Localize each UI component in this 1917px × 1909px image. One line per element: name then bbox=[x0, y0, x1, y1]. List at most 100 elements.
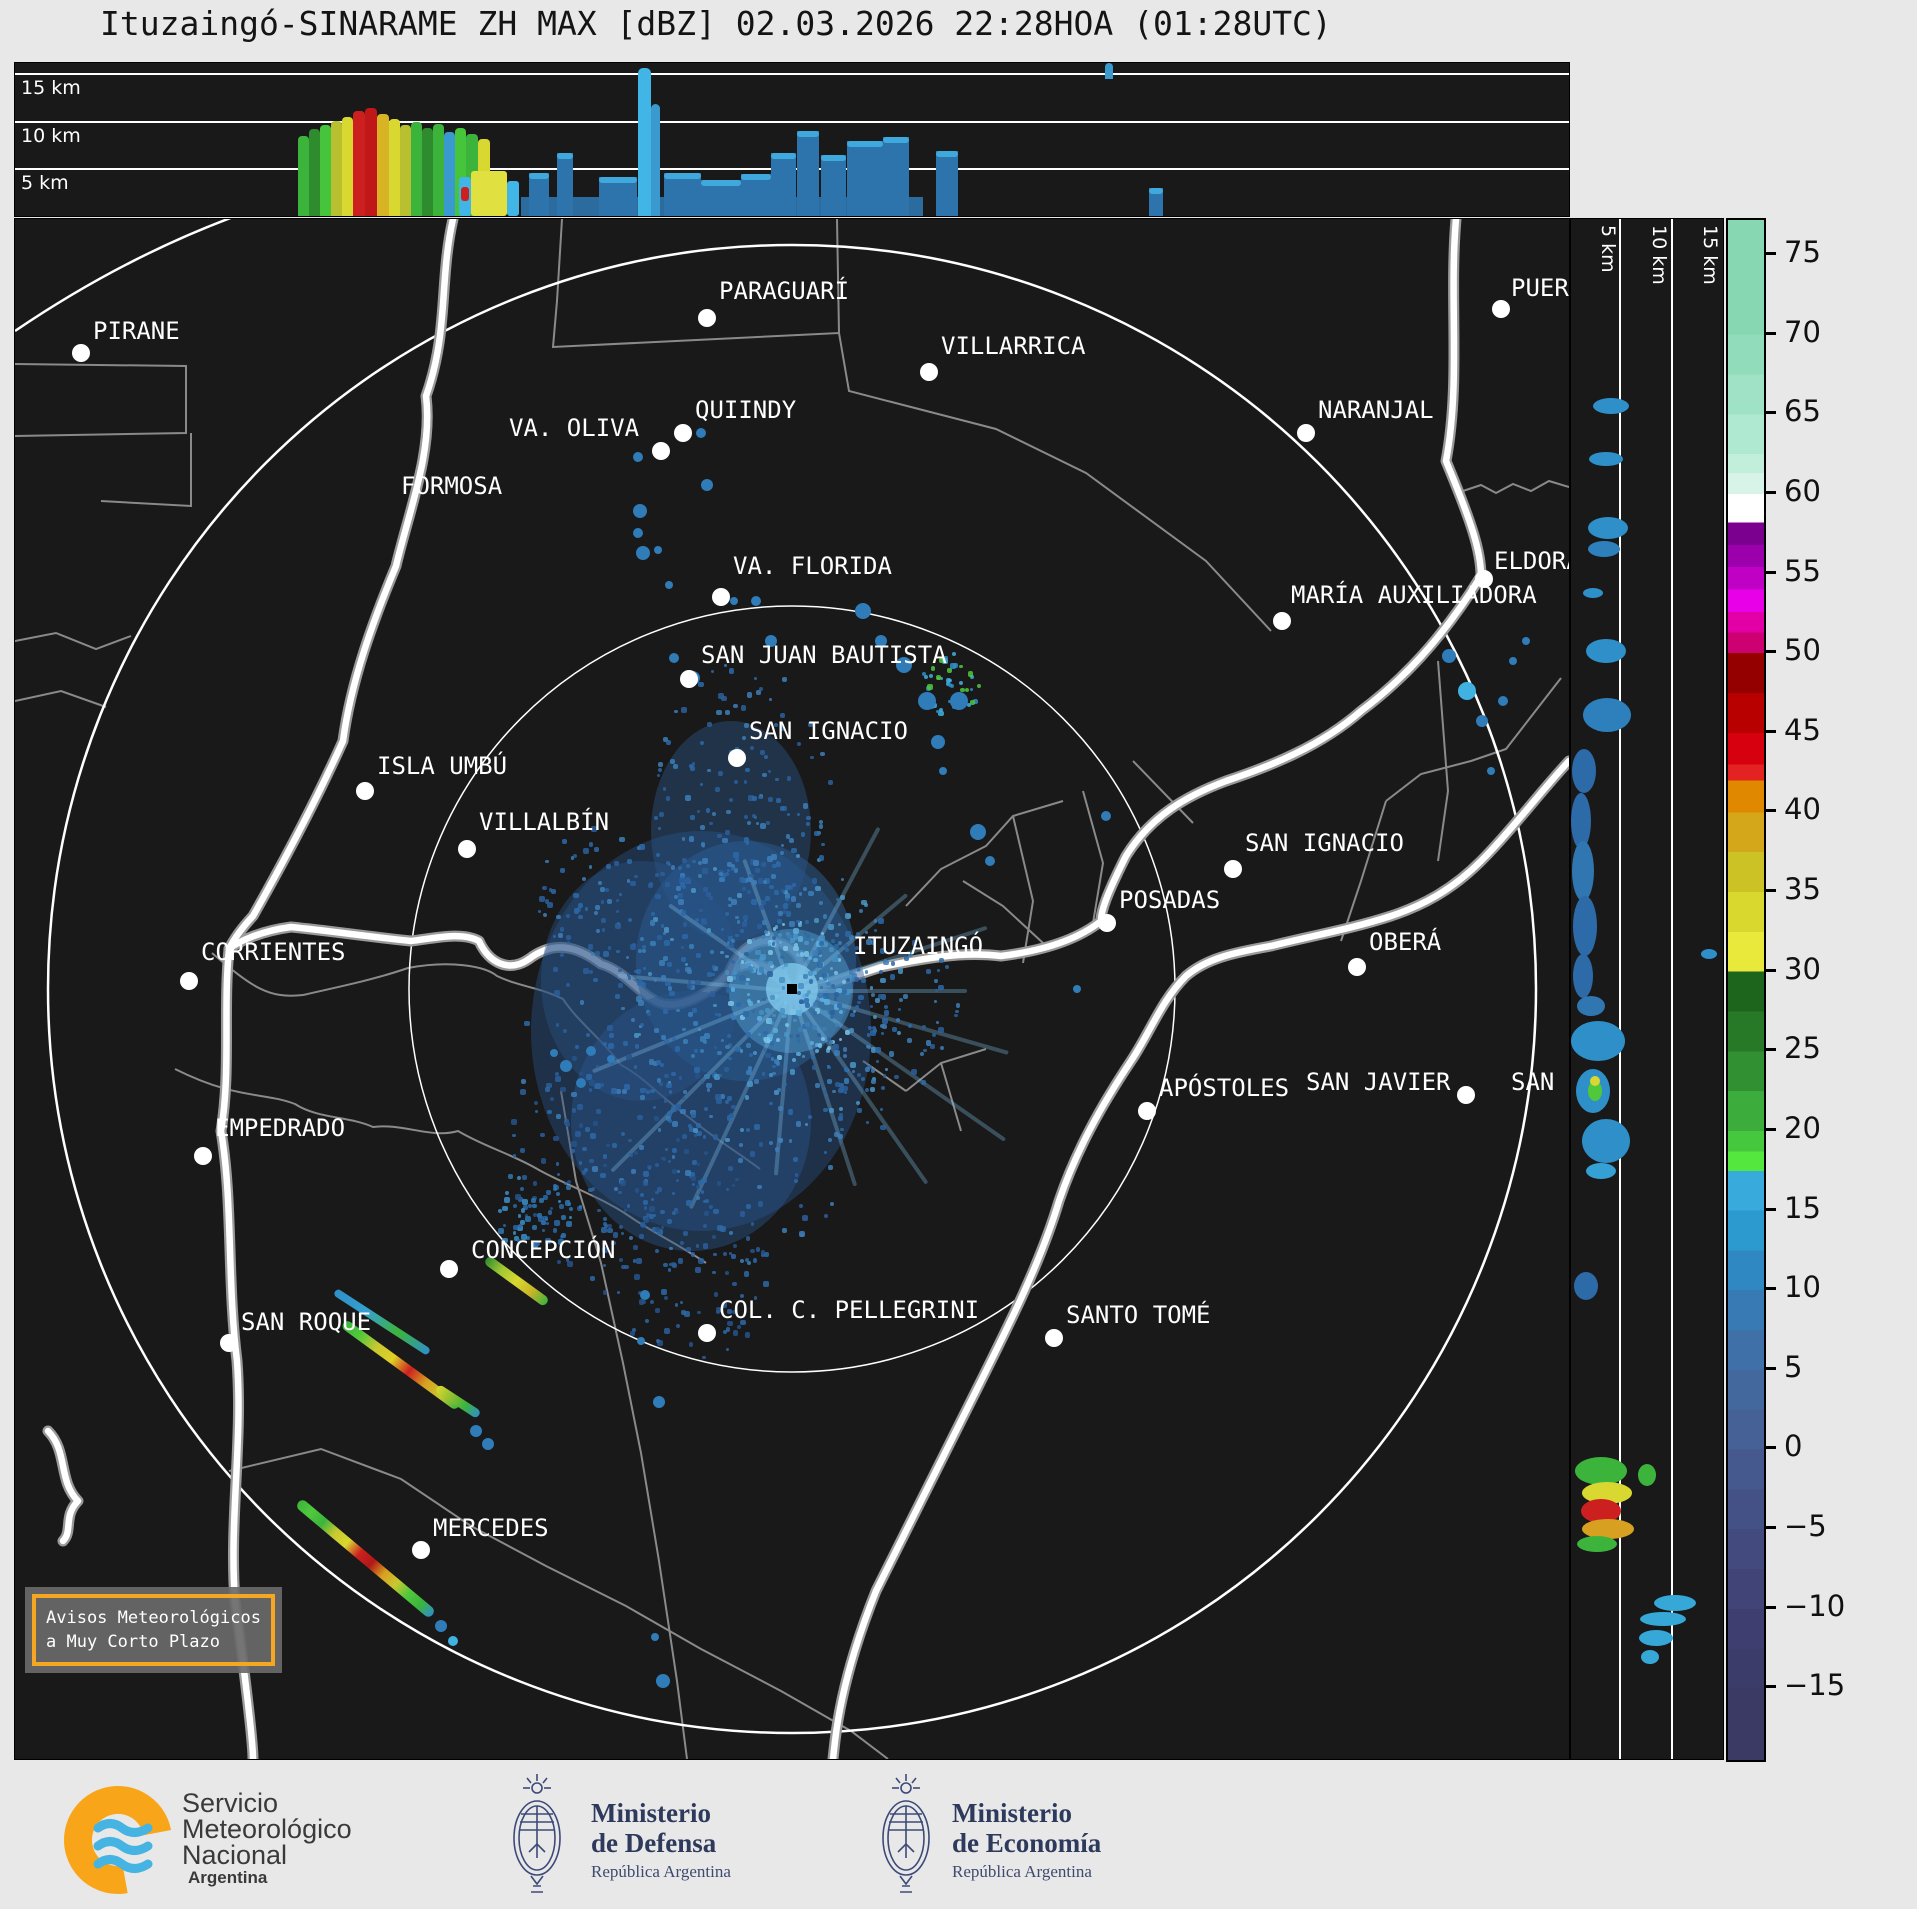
echo-speckle bbox=[880, 1031, 884, 1035]
echo-speckle bbox=[695, 1122, 701, 1128]
city-label: VA. FLORIDA bbox=[733, 552, 892, 580]
echo-cell bbox=[669, 653, 679, 663]
echo-speckle bbox=[727, 1320, 734, 1327]
echo-speckle bbox=[781, 888, 786, 893]
echo-speckle bbox=[842, 1086, 848, 1091]
echo-speckle bbox=[757, 1184, 762, 1190]
echo-speckle bbox=[777, 1088, 782, 1093]
echo-speckle bbox=[802, 803, 809, 809]
echo-speckle bbox=[728, 897, 732, 901]
echo-speckle bbox=[607, 1025, 613, 1031]
echo-band-seg bbox=[797, 131, 819, 216]
echo-speckle bbox=[818, 941, 825, 947]
echo-column bbox=[298, 136, 309, 216]
echo-speckle bbox=[611, 1142, 617, 1148]
echo-speckle bbox=[590, 1132, 597, 1139]
echo-speckle bbox=[744, 767, 750, 773]
echo-speckle bbox=[728, 798, 734, 803]
echo-speckle bbox=[523, 1204, 529, 1210]
echo-speckle bbox=[517, 1176, 522, 1181]
echo-speckle bbox=[855, 1100, 860, 1106]
echo-speckle bbox=[802, 993, 807, 998]
echo-cell bbox=[701, 479, 713, 491]
echo-speckle bbox=[573, 892, 579, 899]
echo-speckle bbox=[685, 1170, 691, 1176]
city-label: EMPEDRADO bbox=[215, 1114, 346, 1142]
echo-cell bbox=[656, 1674, 670, 1688]
echo-speckle bbox=[808, 956, 813, 960]
xsec-echo-blob bbox=[1590, 1076, 1600, 1086]
echo-speckle bbox=[726, 1033, 731, 1038]
echo-speckle bbox=[922, 672, 926, 677]
echo-speckle bbox=[727, 1165, 733, 1171]
echo-speckle bbox=[589, 1088, 593, 1092]
echo-speckle bbox=[827, 1046, 831, 1050]
echo-speckle bbox=[638, 949, 642, 953]
echo-speckle bbox=[571, 1141, 577, 1147]
echo-speckle bbox=[661, 1035, 666, 1040]
echo-speckle bbox=[733, 703, 738, 709]
echo-speckle bbox=[556, 914, 561, 920]
echo-speckle bbox=[763, 1251, 769, 1257]
echo-speckle bbox=[865, 970, 869, 974]
echo-speckle bbox=[566, 1179, 571, 1185]
echo-speckle bbox=[811, 878, 818, 884]
echo-speckle bbox=[560, 953, 565, 958]
echo-speckle bbox=[660, 1156, 665, 1161]
echo-speckle bbox=[763, 1047, 767, 1052]
echo-speckle bbox=[821, 1086, 826, 1091]
echo-speckle bbox=[600, 1083, 604, 1087]
echo-speckle bbox=[647, 1166, 652, 1170]
echo-speckle bbox=[723, 1251, 728, 1256]
avisos-box[interactable]: Avisos Meteorológicos a Muy Corto Plazo bbox=[25, 1587, 282, 1673]
xsec-echo-blob bbox=[1573, 954, 1593, 998]
echo-speckle bbox=[730, 864, 736, 869]
echo-speckle bbox=[673, 894, 679, 900]
echo-speckle bbox=[538, 1216, 544, 1223]
echo-speckle bbox=[512, 1231, 516, 1235]
echo-speckle bbox=[864, 903, 868, 907]
echo-band-seg bbox=[599, 177, 637, 216]
echo-speckle bbox=[681, 1133, 687, 1139]
echo-extra bbox=[507, 181, 519, 216]
echo-cell bbox=[607, 1055, 615, 1063]
echo-speckle bbox=[947, 668, 952, 673]
echo-speckle bbox=[799, 952, 804, 957]
xsec-echo-blob bbox=[1582, 1119, 1630, 1163]
echo-speckle bbox=[694, 1073, 701, 1079]
echo-speckle bbox=[680, 872, 686, 878]
echo-speckle bbox=[791, 882, 797, 888]
echo-speckle bbox=[726, 809, 731, 814]
echo-speckle bbox=[786, 911, 792, 917]
echo-speckle bbox=[582, 1146, 587, 1152]
echo-speckle bbox=[709, 821, 713, 825]
altitude-label: 5 km bbox=[1597, 225, 1619, 273]
echo-speckle bbox=[780, 955, 784, 959]
echo-speckle bbox=[782, 945, 789, 952]
echo-speckle bbox=[661, 1289, 667, 1296]
echo-speckle bbox=[696, 1163, 700, 1167]
echo-cell bbox=[640, 1290, 650, 1300]
echo-speckle bbox=[727, 976, 733, 982]
echo-speckle bbox=[711, 965, 716, 969]
xsec-echo-blob bbox=[1582, 1482, 1632, 1504]
echo-speckle bbox=[757, 1201, 764, 1207]
echo-speckle bbox=[760, 823, 767, 830]
echo-speckle bbox=[595, 1082, 601, 1089]
xsec-echo-blob bbox=[1571, 1021, 1625, 1061]
echo-speckle bbox=[725, 1327, 731, 1332]
echo-speckle bbox=[589, 1079, 596, 1086]
echo-speckle bbox=[848, 1028, 854, 1034]
echo-speckle bbox=[789, 1069, 795, 1075]
echo-speckle bbox=[976, 684, 981, 689]
echo-speckle bbox=[729, 1251, 733, 1256]
echo-speckle bbox=[571, 1149, 576, 1154]
smn-name-line4: Argentina bbox=[188, 1868, 268, 1887]
echo-cell bbox=[730, 597, 738, 605]
echo-speckle bbox=[616, 1291, 620, 1295]
echo-speckle bbox=[549, 888, 553, 892]
colorbar-tick-label: 55 bbox=[1784, 553, 1821, 588]
echo-speckle bbox=[641, 944, 647, 950]
echo-speckle bbox=[822, 1026, 827, 1032]
city-dot bbox=[458, 840, 476, 858]
